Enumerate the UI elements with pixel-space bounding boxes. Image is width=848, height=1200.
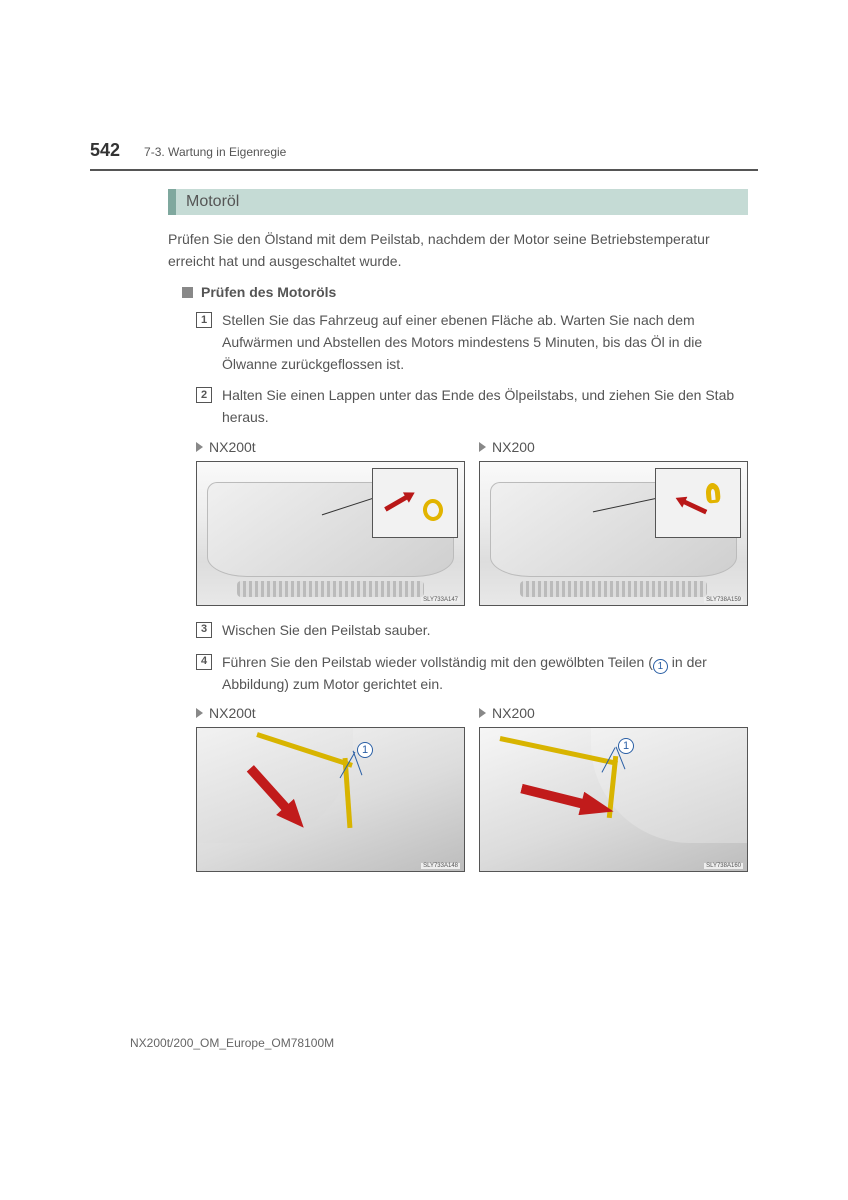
- step-text: Stellen Sie das Fahrzeug auf einer ebene…: [222, 310, 748, 375]
- page-header: 542 7-3. Wartung in Eigenregie: [90, 140, 758, 167]
- triangle-bullet-icon: [479, 442, 486, 452]
- callout-number-icon: 1: [653, 659, 668, 674]
- step-number-box: 1: [196, 312, 212, 328]
- variant-label-right: NX200: [479, 439, 748, 455]
- triangle-bullet-icon: [196, 708, 203, 718]
- step-4: 4 Führen Sie den Peilstab wieder vollstä…: [196, 652, 748, 696]
- image-ref: SLY733A148: [421, 863, 460, 869]
- step-text: Führen Sie den Peilstab wieder vollständ…: [222, 652, 748, 696]
- image-ref: SLY738A159: [704, 597, 743, 603]
- variant-label-left: NX200t: [196, 439, 465, 455]
- step-number-box: 2: [196, 387, 212, 403]
- callout-number-icon: 1: [357, 742, 373, 758]
- variant-name: NX200t: [209, 439, 256, 455]
- variant-name: NX200: [492, 439, 535, 455]
- triangle-bullet-icon: [479, 708, 486, 718]
- breadcrumb: 7-3. Wartung in Eigenregie: [144, 145, 286, 159]
- triangle-bullet-icon: [196, 442, 203, 452]
- image-ref: SLY733A147: [421, 597, 460, 603]
- square-bullet-icon: [182, 287, 193, 298]
- variant-name: NX200t: [209, 705, 256, 721]
- image-ref: SLY738A160: [704, 863, 743, 869]
- step-text: Halten Sie einen Lappen unter das Ende d…: [222, 385, 748, 428]
- variant-name: NX200: [492, 705, 535, 721]
- engine-diagram-nx200-pull: SLY738A159: [479, 461, 748, 606]
- step-number-box: 4: [196, 654, 212, 670]
- header-rule: [90, 169, 758, 171]
- page-number: 542: [90, 140, 120, 161]
- step-1: 1 Stellen Sie das Fahrzeug auf einer ebe…: [196, 310, 748, 375]
- red-arrow-icon: [382, 487, 417, 514]
- intro-text: Prüfen Sie den Ölstand mit dem Peilstab,…: [168, 229, 748, 272]
- footer-text: NX200t/200_OM_Europe_OM78100M: [130, 1036, 334, 1050]
- step-2: 2 Halten Sie einen Lappen unter das Ende…: [196, 385, 748, 428]
- subheading: Prüfen des Motoröls: [201, 284, 336, 300]
- diagram-row-1: NX200t SLY733A147 NX200: [196, 439, 748, 606]
- step-number-box: 3: [196, 622, 212, 638]
- inset-detail: [655, 468, 741, 538]
- inset-detail: [372, 468, 458, 538]
- engine-diagram-nx200t-pull: SLY733A147: [196, 461, 465, 606]
- engine-diagram-nx200t-insert: 1 SLY733A148: [196, 727, 465, 872]
- dipstick-ring-icon: [422, 498, 444, 522]
- step-text: Wischen Sie den Peilstab sauber.: [222, 620, 748, 642]
- section-title: Motoröl: [168, 189, 748, 215]
- step-3: 3 Wischen Sie den Peilstab sauber.: [196, 620, 748, 642]
- dipstick-ring-icon: [705, 482, 721, 503]
- engine-diagram-nx200-insert: 1 SLY738A160: [479, 727, 748, 872]
- variant-label-right: NX200: [479, 705, 748, 721]
- subheading-row: Prüfen des Motoröls: [182, 284, 748, 300]
- red-arrow-icon: [673, 492, 709, 517]
- diagram-row-2: NX200t 1 SLY733A148 NX200: [196, 705, 748, 872]
- variant-label-left: NX200t: [196, 705, 465, 721]
